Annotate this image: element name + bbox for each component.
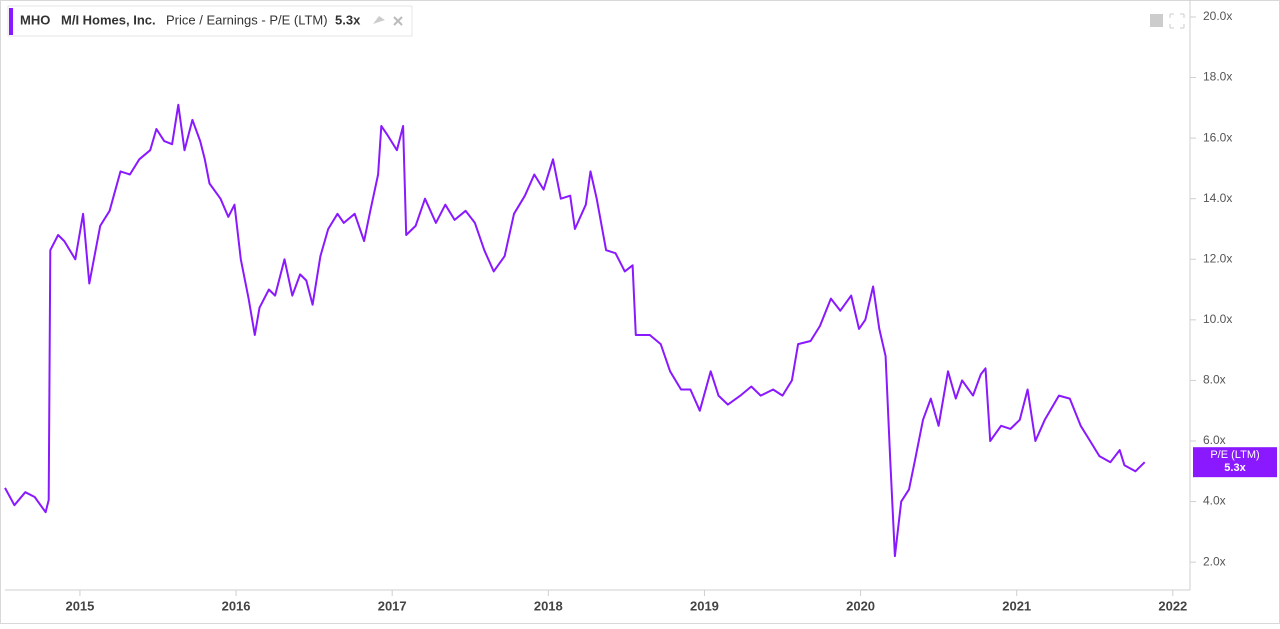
y-tick-label: 20.0x xyxy=(1203,9,1232,23)
x-tick-label: 2016 xyxy=(222,598,251,613)
badge-name: P/E (LTM) xyxy=(1210,449,1259,461)
badge-box xyxy=(1193,447,1277,478)
legend-frame xyxy=(7,5,413,37)
y-tick-label: 14.0x xyxy=(1203,191,1232,205)
close-icon[interactable] xyxy=(393,16,403,26)
x-tick-label: 2022 xyxy=(1158,598,1187,613)
y-tick-label: 10.0x xyxy=(1203,312,1232,326)
current-value: 5.3x xyxy=(335,12,361,27)
metric: Price / Earnings - P/E (LTM) xyxy=(166,12,328,27)
x-tick-label: 2020 xyxy=(846,598,875,613)
badge-value: 5.3x xyxy=(1224,462,1246,474)
y-tick-label: 8.0x xyxy=(1203,373,1226,387)
settings-icon[interactable] xyxy=(373,16,385,24)
expand-icon[interactable] xyxy=(1150,14,1163,27)
x-tick-label: 2017 xyxy=(378,598,407,613)
legend-swatch xyxy=(9,8,13,35)
x-tick-label: 2019 xyxy=(690,598,719,613)
y-tick-label: 18.0x xyxy=(1203,70,1232,84)
x-tick-label: 2021 xyxy=(1002,598,1031,613)
fullscreen-icon[interactable] xyxy=(1169,13,1185,29)
y-tick-label: 4.0x xyxy=(1203,494,1226,508)
ticker: MHO xyxy=(20,12,50,27)
y-tick-label: 2.0x xyxy=(1203,554,1226,568)
last-value-badge: P/E (LTM)5.3x xyxy=(1193,447,1277,478)
legend-box: MHO M/I Homes, Inc. Price / Earnings - P… xyxy=(7,5,413,37)
y-tick-label: 16.0x xyxy=(1203,130,1232,144)
y-tick-label: 12.0x xyxy=(1203,251,1232,265)
x-tick-label: 2018 xyxy=(534,598,563,613)
series-line xyxy=(4,103,1146,558)
x-tick-label: 2015 xyxy=(65,598,94,613)
y-tick-label: 6.0x xyxy=(1203,433,1226,447)
company: M/I Homes, Inc. xyxy=(61,12,156,27)
